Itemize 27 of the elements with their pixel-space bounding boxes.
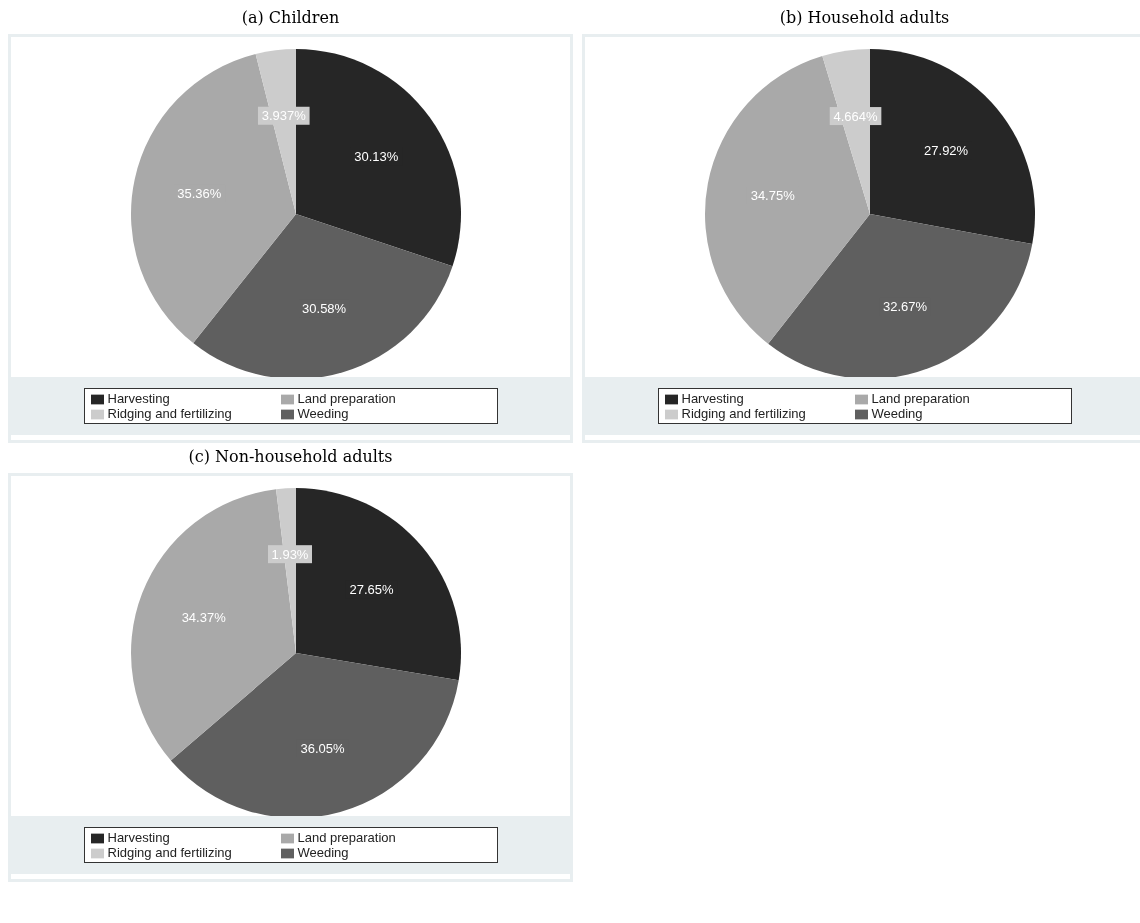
data-label: 32.67% (882, 299, 928, 315)
data-label: 36.05% (300, 740, 346, 756)
legend-label: Land preparation (297, 829, 396, 845)
data-label: 30.13% (354, 148, 399, 164)
pie-slice (193, 214, 453, 379)
chart-title: (a) Children (240, 8, 341, 29)
legend-label: Harvesting (107, 390, 170, 406)
legend-label: Ridging and fertilizing (107, 406, 232, 421)
legend-label: Ridging and fertilizing (681, 406, 806, 421)
pie-slice (768, 214, 1033, 379)
legend-label: Harvesting (107, 829, 170, 845)
legend-label: Weeding (871, 406, 923, 421)
legend-label: Land preparation (297, 390, 396, 406)
chart-title: (c) Non-household adults (187, 447, 394, 468)
legend-label: Ridging and fertilizing (107, 845, 232, 860)
legend-label: Harvesting (681, 390, 744, 406)
legend-label: Weeding (297, 406, 349, 421)
chart-title: (b) Household adults (778, 8, 951, 29)
data-label: 34.37% (181, 609, 227, 625)
pie-slice (170, 653, 459, 818)
data-label: 27.92% (924, 143, 969, 159)
legend-label: Weeding (297, 845, 349, 860)
data-label: 34.75% (750, 188, 796, 204)
data-label: 30.58% (302, 301, 347, 317)
data-label: 35.36% (177, 185, 222, 201)
legend-label: Land preparation (871, 390, 970, 406)
data-label: 27.65% (349, 581, 395, 597)
